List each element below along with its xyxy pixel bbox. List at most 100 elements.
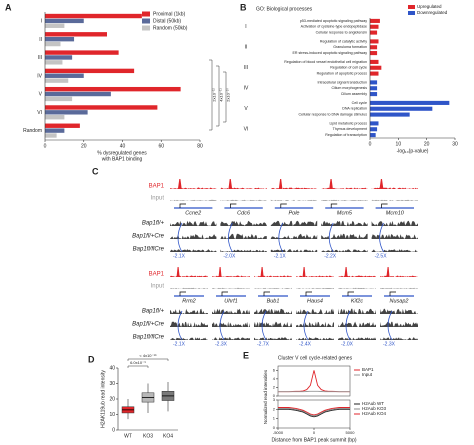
y-tick-label: 10 [109, 412, 115, 418]
legend-label: Input [362, 372, 373, 377]
bar [45, 96, 73, 102]
bar [370, 133, 376, 138]
term-label: Intracellular signal transduction [317, 80, 367, 84]
tss-arrow [347, 291, 354, 296]
p-value: < 4x10⁻¹⁶ [139, 353, 157, 358]
chart-title: GO: Biological processes [256, 6, 313, 12]
fold-change: -2.1X [173, 253, 186, 259]
track-signal [380, 308, 418, 314]
p-value: 2x10⁻¹² [212, 88, 217, 102]
bar [45, 68, 135, 74]
bar [370, 92, 378, 97]
bar [45, 13, 142, 19]
bar [45, 18, 84, 24]
term-label: Activation of cysteine-type endopeptidas… [301, 25, 367, 29]
track-signal [254, 308, 292, 314]
fold-bracket [177, 222, 183, 253]
tss-arrow [280, 203, 287, 208]
track-signal [212, 267, 250, 277]
legend-label: H2Aub WT [362, 401, 384, 406]
x-tick-label: -5000 [273, 430, 284, 435]
bar [370, 39, 379, 44]
y-tick-label: 0 [112, 427, 115, 433]
row-label: Bap1fl/+ [142, 221, 165, 227]
y-tick-label: 6 [273, 367, 276, 372]
bar [370, 106, 433, 111]
x-tick-label: 60 [158, 143, 164, 149]
track-signal [254, 337, 292, 340]
tss-arrow [389, 291, 396, 296]
y-tick-label: IV [37, 73, 42, 79]
bracket [216, 65, 220, 127]
y-tick-label: VI [37, 110, 42, 116]
track-signal [170, 179, 217, 189]
bar [45, 23, 65, 28]
gene-name: Mcm5 [337, 210, 353, 216]
bar [370, 86, 378, 91]
track-signal [296, 321, 334, 327]
track-signal [296, 287, 334, 289]
term-label: ER stress-induced apoptotic signaling pa… [292, 51, 367, 55]
bar [45, 60, 63, 65]
track-signal [270, 233, 318, 239]
bar [370, 121, 379, 126]
y-tick-label: V [39, 92, 43, 98]
track-signal [321, 199, 368, 201]
chart-title: Cluster V cell cycle-related genes [278, 355, 353, 361]
group-label: V [244, 106, 248, 112]
track-signal [170, 267, 208, 277]
group-label: IV [244, 86, 249, 92]
tss-arrow [263, 291, 270, 296]
fold-change: -2.1X [274, 253, 287, 259]
plot-frame [277, 399, 351, 429]
legend-label: Random (50kb) [153, 25, 188, 31]
track-signal [170, 287, 208, 289]
track-signal [170, 234, 217, 239]
term-label: p53-mediated apoptotic signaling pathway [300, 19, 367, 23]
track-signal [321, 233, 368, 239]
fold-change: -2.3X [215, 341, 228, 347]
bar [370, 51, 378, 56]
bar [370, 18, 380, 23]
x-tick-label: 30 [452, 141, 458, 147]
fold-bracket [387, 310, 393, 341]
track-signal [220, 249, 267, 252]
bar [370, 100, 450, 105]
tss-arrow [179, 291, 186, 296]
track-signal [380, 267, 418, 277]
x-tick-label: 80 [197, 143, 203, 149]
fold-change: -2.1X [173, 341, 186, 347]
legend-label: H2Aub KO3 [362, 406, 387, 411]
bar [370, 24, 379, 29]
fold-bracket [303, 310, 309, 341]
legend-label: Proximal (1kb) [153, 11, 186, 17]
y-tick-label: 4 [273, 376, 276, 381]
y-tick-label: 2 [273, 406, 276, 411]
legend-swatch [408, 5, 415, 9]
gene-name: Bub1 [267, 298, 280, 304]
x-tick-label: 20 [424, 141, 430, 147]
p-value: 6.0x10⁻⁹ [130, 360, 146, 365]
track-signal [270, 249, 318, 252]
bar [45, 73, 84, 78]
track-signal [212, 337, 250, 340]
track-signal [371, 249, 418, 252]
row-label: BAP1 [149, 272, 165, 278]
term-label: Regulation of cell cycle [330, 66, 367, 70]
track-signal [212, 321, 250, 327]
row-label: Bap1fl/+Cre [132, 234, 165, 240]
row-label: Bap1fl/flCre [133, 247, 165, 253]
term-label: Lipid metabolic process [329, 121, 367, 125]
term-label: Cellular response to angiotensin [316, 31, 367, 35]
bracket [127, 358, 169, 361]
y-tick-label: 0 [273, 425, 276, 430]
row-label: Input [151, 196, 165, 202]
gene-name: Rrm2 [182, 298, 195, 304]
track-signal [380, 337, 418, 340]
track-signal [338, 321, 376, 327]
track-signal [220, 199, 267, 201]
panel-label: C [92, 166, 99, 176]
plot-frame [277, 365, 351, 397]
legend-label: Upregulated [417, 4, 442, 9]
gene-name: Nusap2 [390, 298, 409, 304]
